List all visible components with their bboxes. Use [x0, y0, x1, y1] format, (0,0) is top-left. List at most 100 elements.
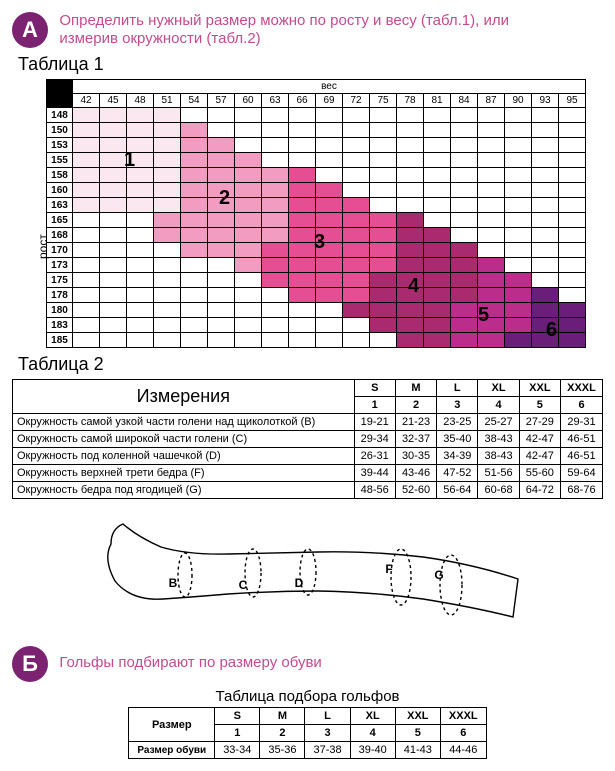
grid-cell — [289, 108, 316, 123]
grid-cell — [424, 228, 451, 243]
grid-cell — [262, 123, 289, 138]
grid-cell — [532, 228, 559, 243]
grid-cell — [532, 198, 559, 213]
grid-cell — [100, 123, 127, 138]
height-header: 170 — [47, 243, 73, 258]
grid-cell — [154, 228, 181, 243]
grid-cell — [235, 243, 262, 258]
grid-cell — [73, 123, 100, 138]
grid-cell — [370, 153, 397, 168]
measurement-label: Окружность самой узкой части голени над … — [13, 414, 355, 431]
grid-cell — [316, 123, 343, 138]
grid-cell — [100, 213, 127, 228]
grid-cell — [316, 153, 343, 168]
grid-cell — [73, 183, 100, 198]
grid-cell — [451, 198, 478, 213]
measurement-value: 60-68 — [478, 482, 519, 499]
grid-cell — [100, 108, 127, 123]
grid-cell — [343, 273, 370, 288]
grid-cell — [235, 183, 262, 198]
grid-cell — [208, 273, 235, 288]
grid-cell — [262, 138, 289, 153]
grid-cell — [100, 198, 127, 213]
height-header: 160 — [47, 183, 73, 198]
grid-cell — [424, 288, 451, 303]
grid-cell — [451, 123, 478, 138]
size-num: 6 — [561, 397, 603, 414]
grid-cell — [397, 333, 424, 348]
grid-cell — [343, 303, 370, 318]
grid-cell — [505, 303, 532, 318]
grid-cell — [235, 258, 262, 273]
grid-cell — [505, 123, 532, 138]
grid-cell — [559, 108, 586, 123]
grid-cell — [397, 183, 424, 198]
grid-cell — [316, 138, 343, 153]
grid-cell — [478, 153, 505, 168]
section-b-title: Гольфы подбирают по размеру обуви — [59, 646, 321, 672]
grid-cell — [100, 183, 127, 198]
grid-cell — [505, 333, 532, 348]
grid-cell — [370, 123, 397, 138]
grid-cell — [289, 138, 316, 153]
grid-cell — [559, 153, 586, 168]
grid-cell — [424, 123, 451, 138]
grid-cell — [181, 213, 208, 228]
grid-cell — [208, 123, 235, 138]
grid-cell — [505, 168, 532, 183]
measurement-label: Окружность бедра под ягодицей (G) — [13, 482, 355, 499]
grid-cell — [154, 243, 181, 258]
weight-header: 60 — [235, 94, 262, 108]
height-header: 158 — [47, 168, 73, 183]
measurement-value: 38-43 — [478, 431, 519, 448]
section-a-header: А Определить нужный размер можно по рост… — [12, 12, 603, 48]
grid-cell — [478, 333, 505, 348]
grid-cell — [100, 138, 127, 153]
grid-cell — [370, 108, 397, 123]
grid-cell — [478, 303, 505, 318]
measurement-value: 29-31 — [561, 414, 603, 431]
grid-cell — [262, 108, 289, 123]
grid-cell — [532, 273, 559, 288]
grid-cell — [316, 288, 343, 303]
grid-cell — [532, 183, 559, 198]
grid-cell — [181, 333, 208, 348]
grid-cell — [478, 213, 505, 228]
size-label: XL — [478, 380, 519, 397]
grid-cell — [289, 228, 316, 243]
grid-cell — [532, 258, 559, 273]
measurement-value: 34-39 — [437, 448, 478, 465]
grid-cell — [559, 138, 586, 153]
grid-cell — [73, 273, 100, 288]
grid-cell — [343, 153, 370, 168]
grid-cell — [424, 258, 451, 273]
grid-cell — [451, 108, 478, 123]
grid-cell — [343, 318, 370, 333]
grid-cell — [559, 243, 586, 258]
grid-cell — [451, 228, 478, 243]
leg-diagram: B C D F G — [12, 509, 603, 632]
grid-cell — [316, 108, 343, 123]
measurement-value: 47-52 — [437, 465, 478, 482]
grid-cell — [397, 273, 424, 288]
shoe-size-value: 41-43 — [395, 742, 440, 759]
size-label: S — [354, 380, 395, 397]
measurement-value: 23-25 — [437, 414, 478, 431]
grid-cell — [478, 243, 505, 258]
grid-cell — [559, 318, 586, 333]
grid-cell — [397, 243, 424, 258]
weight-header: 72 — [343, 94, 370, 108]
grid-cell — [397, 138, 424, 153]
grid-cell — [181, 228, 208, 243]
grid-cell — [127, 153, 154, 168]
grid-cell — [451, 273, 478, 288]
grid-cell — [316, 243, 343, 258]
grid-cell — [424, 273, 451, 288]
grid-cell — [289, 258, 316, 273]
grid-cell — [289, 168, 316, 183]
grid-cell — [343, 138, 370, 153]
height-header: 185 — [47, 333, 73, 348]
grid-cell — [289, 333, 316, 348]
grid-cell — [316, 198, 343, 213]
grid-cell — [424, 168, 451, 183]
